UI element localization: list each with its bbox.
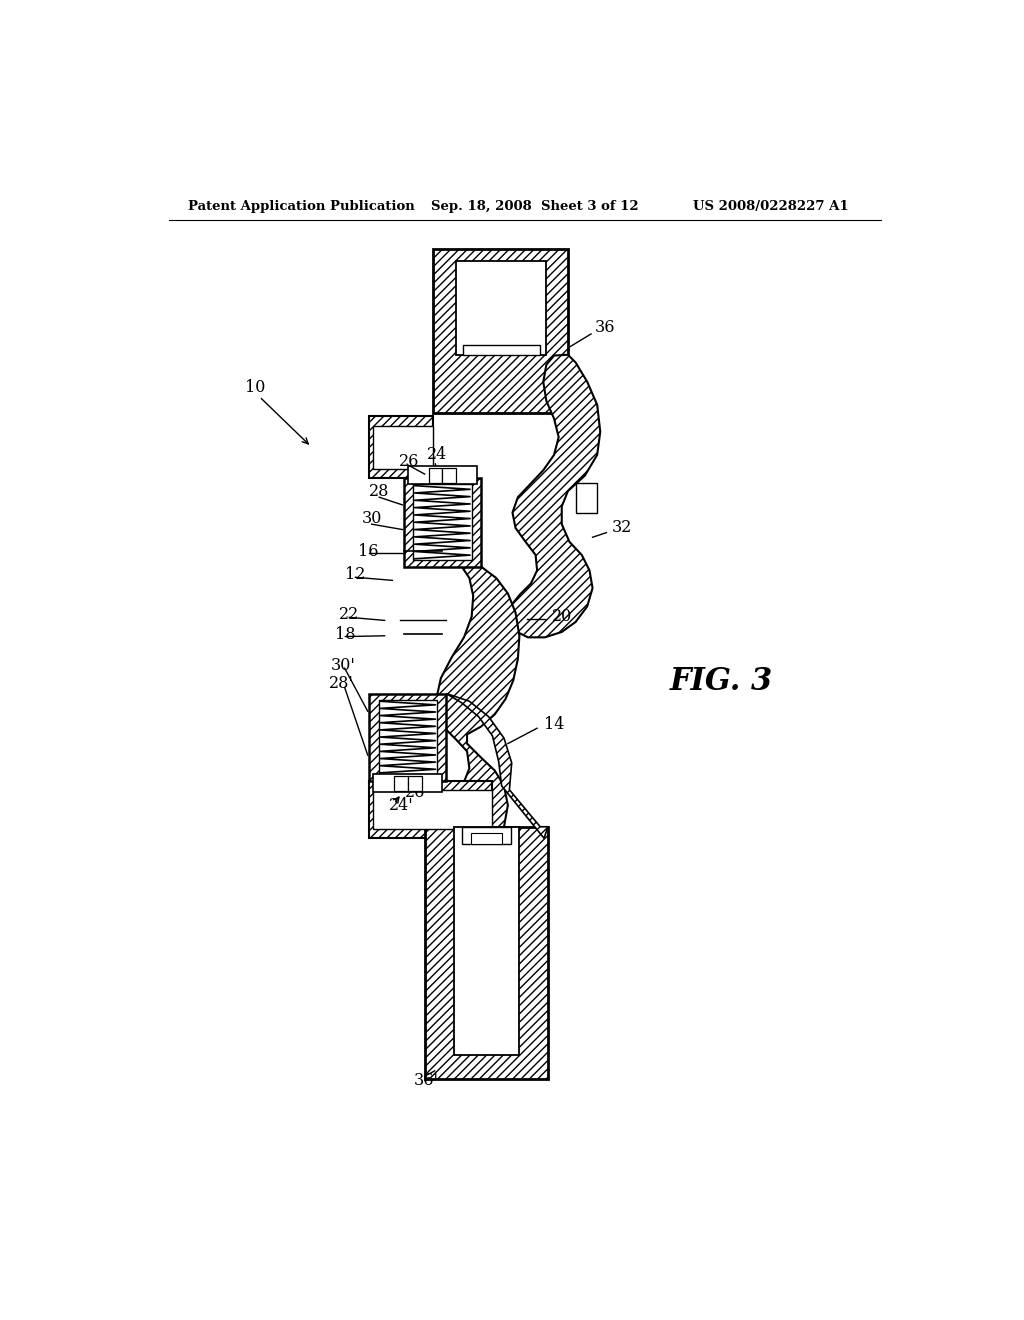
Text: FIG. 3: FIG. 3: [670, 667, 773, 697]
Text: 18: 18: [335, 626, 355, 643]
Polygon shape: [429, 469, 442, 483]
Polygon shape: [373, 775, 442, 792]
Polygon shape: [408, 466, 477, 484]
Text: 26': 26': [404, 784, 429, 801]
Polygon shape: [370, 416, 433, 478]
Text: 24: 24: [427, 446, 447, 463]
Polygon shape: [370, 780, 493, 838]
Polygon shape: [446, 693, 548, 838]
Text: 22: 22: [339, 606, 358, 623]
Polygon shape: [508, 355, 600, 638]
Polygon shape: [394, 776, 408, 791]
Text: 10: 10: [245, 379, 265, 396]
Polygon shape: [442, 469, 457, 483]
Text: US 2008/0228227 A1: US 2008/0228227 A1: [692, 199, 848, 213]
Text: 30': 30': [331, 656, 355, 673]
Polygon shape: [425, 826, 548, 1078]
Polygon shape: [403, 478, 481, 566]
Text: 36: 36: [595, 319, 615, 337]
Polygon shape: [436, 566, 519, 867]
Polygon shape: [413, 484, 472, 561]
Text: Patent Application Publication: Patent Application Publication: [188, 199, 415, 213]
Text: 30: 30: [361, 511, 382, 527]
Text: 28: 28: [370, 483, 390, 500]
Polygon shape: [462, 826, 511, 843]
Text: 12: 12: [345, 566, 365, 582]
Polygon shape: [471, 833, 502, 843]
Polygon shape: [463, 345, 541, 355]
Polygon shape: [457, 261, 547, 355]
Polygon shape: [575, 483, 597, 512]
Polygon shape: [454, 826, 518, 1056]
Polygon shape: [373, 425, 433, 469]
Polygon shape: [379, 700, 437, 775]
Text: 28': 28': [330, 675, 354, 692]
Text: Sep. 18, 2008  Sheet 3 of 12: Sep. 18, 2008 Sheet 3 of 12: [431, 199, 639, 213]
Text: 16: 16: [358, 543, 379, 560]
Text: 20: 20: [552, 609, 572, 626]
Polygon shape: [433, 249, 568, 412]
Text: 26: 26: [398, 453, 419, 470]
Polygon shape: [373, 789, 493, 829]
Text: 32: 32: [611, 520, 632, 536]
Text: 14: 14: [544, 715, 564, 733]
Polygon shape: [370, 693, 446, 780]
Text: 36': 36': [414, 1072, 439, 1089]
Polygon shape: [408, 776, 422, 791]
Text: 24': 24': [389, 797, 414, 813]
